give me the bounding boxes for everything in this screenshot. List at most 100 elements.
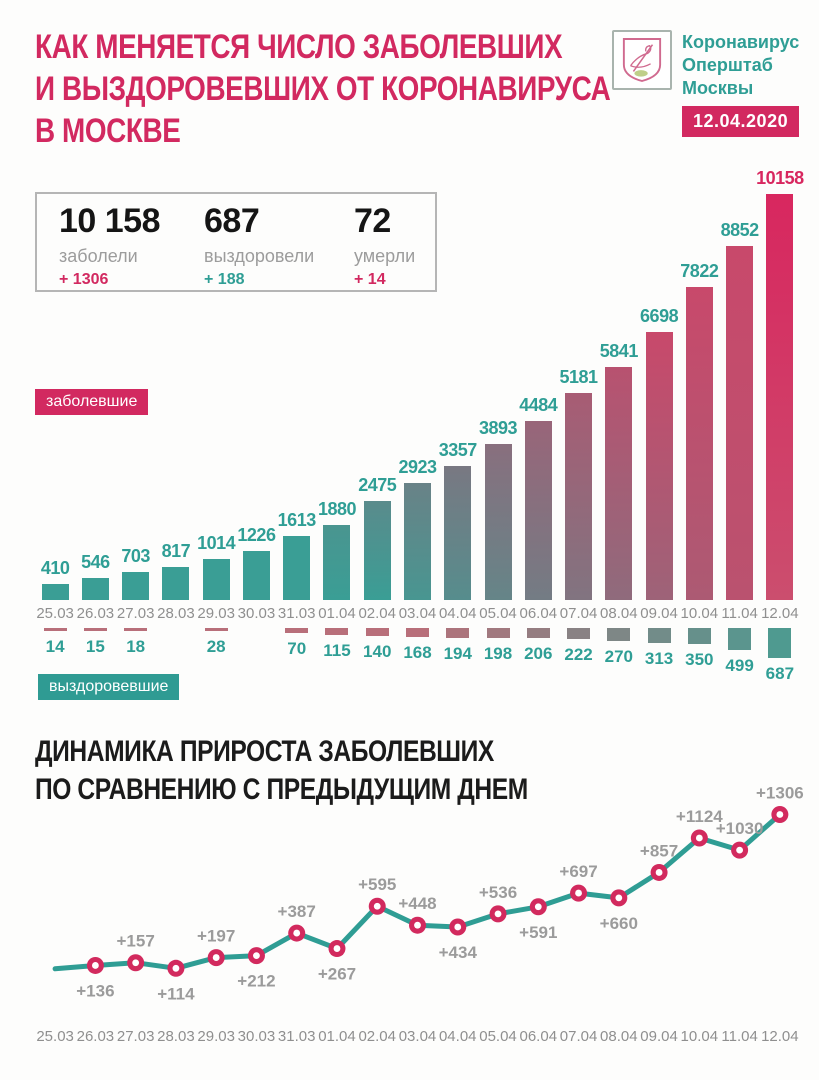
bar-chart-date-label: 10.04 <box>680 605 719 622</box>
recovered-bar-26.03 <box>83 628 107 631</box>
recovered-bar-10.04 <box>687 628 711 645</box>
line-chart-date-label: 06.04 <box>519 1028 558 1045</box>
infected-value-label: 1880 <box>317 498 357 519</box>
recovered-bar-01.04 <box>325 628 349 635</box>
data-point-marker-center <box>655 869 663 876</box>
infected-value-label: 1226 <box>237 524 276 545</box>
recovered-value-label: 499 <box>725 656 754 676</box>
infected-bar-03.04 <box>404 483 431 600</box>
bar-chart-date-label: 05.04 <box>479 605 517 622</box>
bar-chart-date-label: 29.03 <box>197 605 235 622</box>
infected-value-label: 1014 <box>197 533 236 554</box>
data-point-marker-center <box>454 923 462 931</box>
bar-chart-date-label: 11.04 <box>721 605 758 622</box>
data-point-marker-center <box>373 902 381 910</box>
recovered-bar-03.04 <box>406 628 429 637</box>
page-title-line-3: В МОСКВЕ <box>35 112 181 150</box>
infected-value-label: 3893 <box>478 418 518 439</box>
recovered-value-label: 28 <box>206 637 226 657</box>
increase-value-label: +212 <box>237 972 275 991</box>
recovered-value-label: 14 <box>45 636 65 656</box>
increase-value-label: +448 <box>398 894 436 913</box>
bar-chart-date-label: 06.04 <box>519 605 558 622</box>
line-chart-date-label: 01.04 <box>318 1028 356 1045</box>
infected-bar-10.04 <box>685 287 713 600</box>
data-point-marker-center <box>132 959 140 967</box>
recovered-value-label: 687 <box>765 664 795 683</box>
increase-line <box>52 812 783 972</box>
infected-value-label: 5841 <box>599 340 639 361</box>
data-point-marker-center <box>333 945 341 952</box>
recovered-bar-04.04 <box>446 628 470 638</box>
date-badge: 12.04.2020 <box>682 106 800 137</box>
infected-value-label: 3357 <box>438 439 478 460</box>
logo-text-line-2: Оперштаб <box>682 55 773 75</box>
increase-value-label: +857 <box>640 841 678 860</box>
page-title-line-2: И ВЫЗДОРОВЕВШИХ ОТ КОРОНАВИРУСА <box>35 70 611 108</box>
data-point-marker-center <box>615 894 623 902</box>
increase-value-label: +1030 <box>716 819 764 838</box>
coat-of-arms-icon <box>622 38 662 82</box>
line-chart-date-label: 11.04 <box>721 1028 758 1045</box>
recovered-value-label: 168 <box>403 642 432 662</box>
infected-bar-31.03 <box>283 535 311 600</box>
stat-infected-value: 10 158 <box>59 202 161 240</box>
stats-summary-box: 10 158 заболели + 1306 687 выздоровели +… <box>35 192 437 292</box>
recovered-bar-25.03 <box>43 628 67 631</box>
recovered-value-label: 140 <box>363 641 392 661</box>
increase-value-label: +197 <box>197 927 235 946</box>
stat-deaths-label: умерли <box>354 246 416 266</box>
recovered-bar-11.04 <box>728 628 752 651</box>
data-point-marker-center <box>776 811 784 818</box>
data-point-marker-center <box>91 962 99 969</box>
line-chart: +136 +157 +114 +197 +212 +387 +267 +595+448 +434… <box>52 784 804 1003</box>
bar-chart-date-label: 28.03 <box>157 605 195 622</box>
recovered-value-label: 313 <box>644 648 674 668</box>
infected-bar-01.04 <box>323 524 351 600</box>
recovered-value-label: 270 <box>604 647 633 666</box>
bar-chart-date-label: 27.03 <box>116 605 155 622</box>
line-chart-date-label: 29.03 <box>197 1028 235 1045</box>
stat-deaths-value: 72 <box>354 202 391 240</box>
line-chart-date-label: 09.04 <box>640 1028 678 1045</box>
increase-value-label: +536 <box>479 883 517 902</box>
bar-chart-date-label: 08.04 <box>600 605 638 622</box>
recovered-value-label: 70 <box>287 638 307 658</box>
stat-recovered-value: 687 <box>204 202 260 240</box>
infected-value-label: 10158 <box>756 168 804 188</box>
increase-value-label: +595 <box>358 875 396 894</box>
stat-recovered-label: выздоровели <box>204 246 315 266</box>
infected-value-label: 4484 <box>519 394 558 415</box>
infected-value-label: 7822 <box>680 261 719 282</box>
recovered-bar-08.04 <box>607 628 631 641</box>
increase-value-label: +1124 <box>676 807 723 826</box>
infected-value-label: 817 <box>161 541 191 562</box>
data-point-marker-center <box>172 964 180 972</box>
infected-bar-30.03 <box>242 550 270 600</box>
bar-chart-date-label: 07.04 <box>559 605 598 622</box>
line-chart-date-label: 26.03 <box>76 1028 115 1045</box>
increase-value-label: +114 <box>157 984 195 1003</box>
data-point-marker-center <box>695 834 703 842</box>
infected-value-label: 5181 <box>559 366 599 387</box>
recovered-bar-07.04 <box>567 628 591 640</box>
bar-chart-date-label: 02.04 <box>358 605 396 622</box>
recovered-bar-09.04 <box>647 628 671 643</box>
infected-bar-11.04 <box>726 246 754 600</box>
recovered-bar-12.04 <box>768 628 792 658</box>
line-chart-title: ДИНАМИКА ПРИРОСТА ЗАБОЛЕВШИХ ПО СРАВНЕНИ… <box>35 733 528 809</box>
line-chart-date-label: 25.03 <box>36 1028 74 1045</box>
line-chart-date-label: 03.04 <box>398 1028 437 1045</box>
increase-value-label: +136 <box>76 981 114 1000</box>
infected-bar-29.03 <box>202 559 230 600</box>
line-chart-date-label: 12.04 <box>761 1028 799 1045</box>
line-chart-date-label: 28.03 <box>157 1028 195 1045</box>
data-point-marker-center <box>253 952 260 960</box>
logo-text: Коронавирус Оперштаб Москвы <box>682 31 799 100</box>
page-title-line-1: КАК МЕНЯЕТСЯ ЧИСЛО ЗАБОЛЕВШИХ <box>35 28 563 66</box>
recovered-bar-29.03 <box>204 628 228 632</box>
data-point-marker-center <box>575 889 582 897</box>
data-point-marker-center <box>534 903 542 911</box>
stat-deaths-delta: + 14 <box>354 271 386 288</box>
stat-deaths: 72 умерли + 14 <box>354 202 415 289</box>
